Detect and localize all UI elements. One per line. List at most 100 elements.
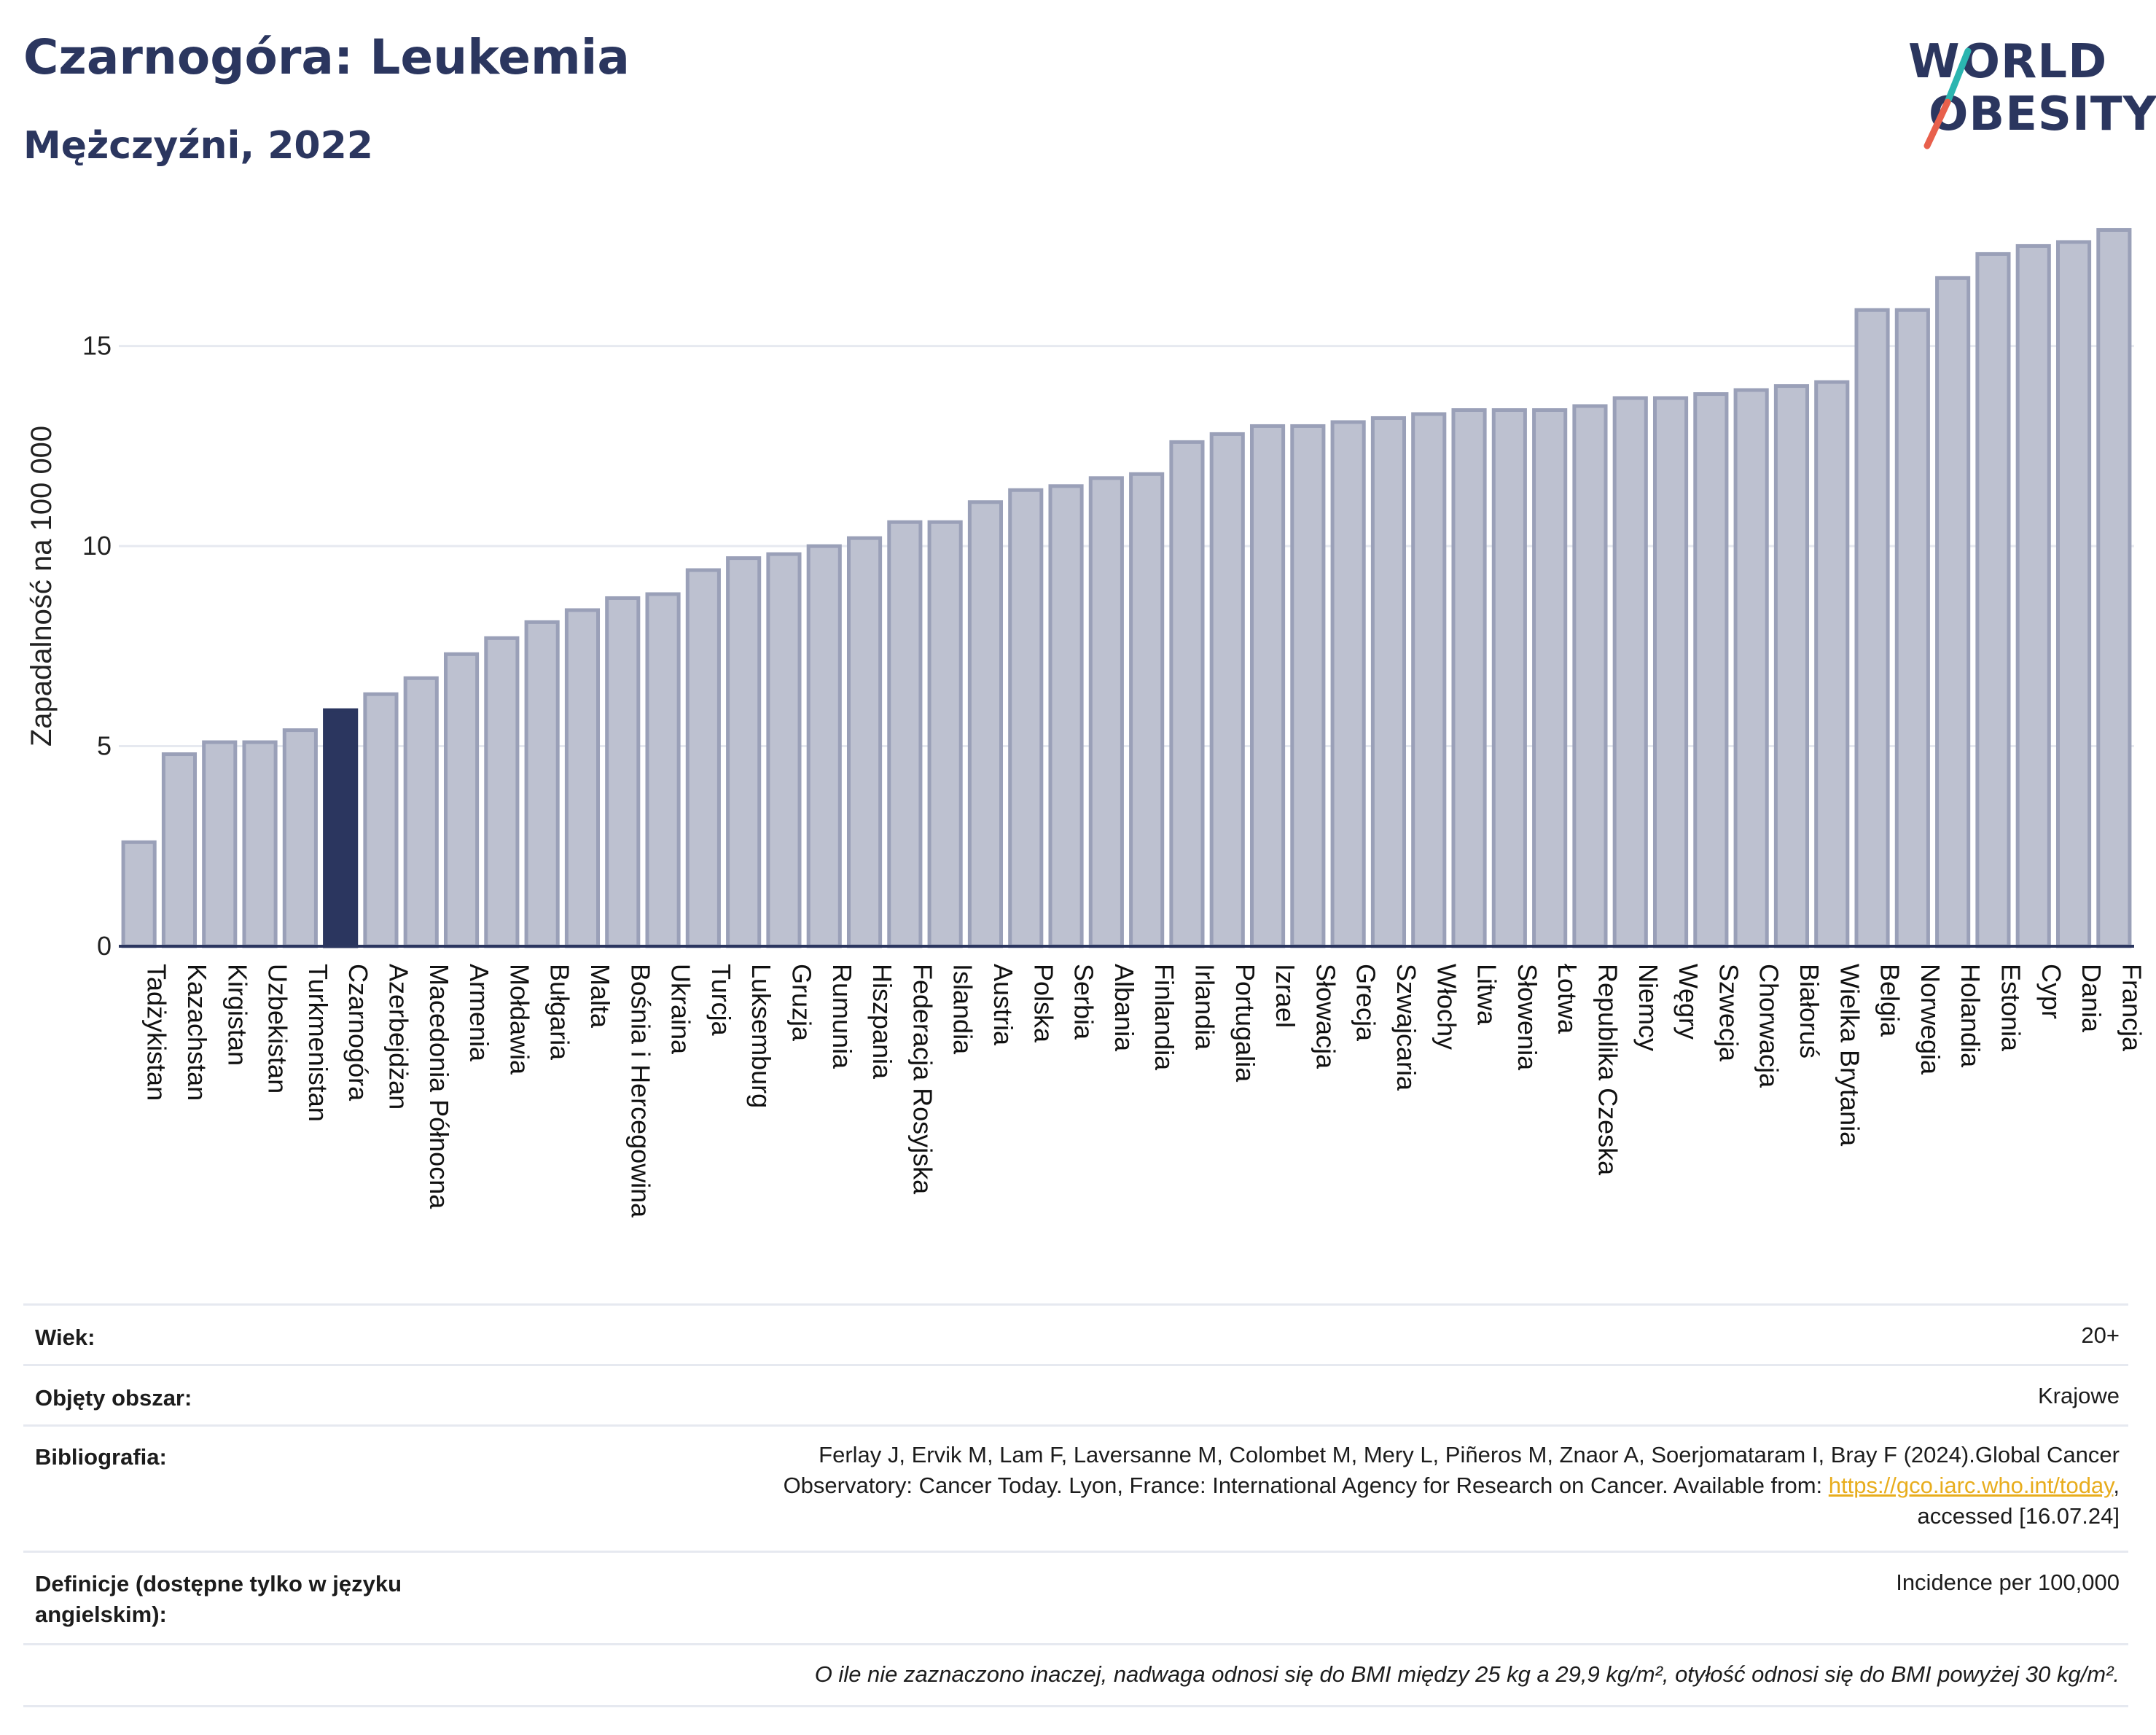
x-tick-label: Uzbekistan [263, 964, 293, 1093]
bar-2 [202, 740, 238, 948]
x-tick-label: Finlandia [1149, 964, 1179, 1071]
bar-32 [1411, 412, 1447, 948]
bibliography-link[interactable]: https://gco.iarc.who.int/today [1828, 1473, 2114, 1498]
bar-9 [484, 636, 520, 948]
x-tick-label: Francja [2117, 964, 2147, 1052]
bar-14 [685, 568, 721, 948]
x-tick-label: Kirgistan [222, 964, 252, 1066]
x-tick-label: Serbia [1069, 964, 1099, 1040]
bar-30 [1330, 420, 1366, 948]
bar-1 [161, 752, 198, 948]
x-tick-label: Republika Czeska [1593, 964, 1622, 1176]
bar-22 [1008, 488, 1044, 948]
x-tick-label: Armenia [464, 964, 494, 1062]
bibliography-value: Ferlay J, Ervik M, Lam F, Laversanne M, … [784, 1440, 2120, 1532]
x-tick-label: Albania [1109, 964, 1139, 1052]
y-tick-label: 0 [97, 931, 112, 961]
x-tick-label: Słowacja [1311, 964, 1340, 1069]
y-tick-label: 5 [97, 731, 112, 761]
bar-23 [1048, 484, 1084, 948]
bibliography-line-2-text: Observatory: Cancer Today. Lyon, France:… [783, 1473, 1829, 1498]
logo-word-world: WORLD [1908, 35, 2108, 89]
bar-47 [2015, 243, 2051, 948]
x-tick-label: Izrael [1270, 964, 1300, 1028]
x-tick-label: Holandia [1956, 964, 1985, 1068]
bar-17 [806, 544, 842, 948]
bar-12 [605, 596, 641, 948]
x-tick-label: Wielka Brytania [1835, 964, 1864, 1147]
bar-11 [564, 608, 601, 948]
bar-48 [2055, 240, 2092, 948]
x-tick-label: Luksemburg [746, 964, 776, 1108]
bar-29 [1290, 424, 1326, 948]
x-tick-label: Turcja [706, 964, 736, 1037]
bibliography-label: Bibliografia: [35, 1444, 167, 1470]
x-tick-label: Polska [1028, 964, 1058, 1043]
y-axis-title: Zapadalność na 100 000 [26, 426, 58, 746]
bar-21 [967, 500, 1004, 948]
x-tick-label: Federacja Rosyjska [907, 964, 937, 1195]
x-tick-label: Białoruś [1794, 964, 1824, 1058]
info-row-age: Wiek: 20+ [23, 1303, 2128, 1364]
x-tick-label: Islandia [948, 964, 978, 1055]
bar-39 [1693, 392, 1729, 948]
bar-42 [1814, 380, 1850, 948]
definitions-label-line-1: Definicje (dostępne tylko w języku [35, 1571, 402, 1596]
bar-33 [1451, 408, 1487, 948]
bar-8 [443, 652, 480, 948]
bibliography-line-2: Observatory: Cancer Today. Lyon, France:… [784, 1470, 2120, 1501]
bar-40 [1733, 388, 1769, 948]
bar-25 [1129, 472, 1165, 948]
x-tick-label: Czarnogóra [343, 964, 373, 1102]
info-row-note: O ile nie zaznaczono inaczej, nadwaga od… [23, 1643, 2128, 1707]
bibliography-line-2-end: , [2113, 1473, 2120, 1498]
bar-7 [403, 676, 439, 948]
bar-38 [1652, 396, 1689, 948]
info-row-area: Objęty obszar: Krajowe [23, 1364, 2128, 1424]
x-tick-label: Bośnia i Hercegowina [625, 964, 655, 1218]
x-tick-label: Szwecja [1714, 964, 1743, 1062]
bibliography-line-1: Ferlay J, Ervik M, Lam F, Laversanne M, … [819, 1442, 2120, 1467]
age-label: Wiek: [35, 1325, 95, 1350]
x-tick-label: Ukraina [666, 964, 696, 1055]
bar-26 [1169, 440, 1205, 948]
chart-title: Czarnogóra: Leukemia [23, 29, 630, 85]
x-tick-label: Irlandia [1190, 964, 1219, 1050]
x-tick-label: Dania [2077, 964, 2106, 1033]
bar-36 [1572, 404, 1608, 948]
x-tick-label: Rumunia [827, 964, 857, 1069]
x-tick-label: Kazachstan [182, 964, 212, 1101]
bar-chart: 0 5 10 15 Zapadalność na 100 000 Tadżykistan K… [26, 227, 2147, 1218]
bar-6 [363, 692, 399, 948]
definitions-label-line-2: angielskim): [35, 1602, 167, 1627]
x-tick-label: Niemcy [1633, 964, 1663, 1051]
x-tick-label: Gruzja [786, 964, 816, 1042]
bar-18 [846, 536, 883, 948]
x-tick-label: Estonia [1996, 964, 2026, 1052]
bar-15 [726, 556, 762, 948]
x-tick-label: Tadżykistan [142, 964, 172, 1101]
bar-highlight-5 [323, 708, 359, 948]
bar-45 [1935, 276, 1971, 948]
x-tick-label: Malta [585, 964, 615, 1029]
x-tick-label: Hiszpania [867, 964, 897, 1080]
x-tick-label: Szwajcaria [1391, 964, 1421, 1091]
info-table: Wiek: 20+ Objęty obszar: Krajowe Bibliog… [23, 1303, 2128, 1707]
x-tick-label: Węgry [1673, 964, 1703, 1040]
logo-slash-icon [1923, 47, 1972, 149]
bar-27 [1209, 432, 1245, 948]
x-tick-label: Portugalia [1230, 964, 1260, 1083]
bibliography-line-3: accessed [16.07.24] [1917, 1503, 2120, 1529]
logo-word-obesity: OBESITY [1929, 87, 2156, 141]
definitions-value: Incidence per 100,000 [1896, 1570, 2120, 1595]
age-value: 20+ [2081, 1322, 2120, 1348]
bar-44 [1894, 308, 1930, 948]
bar-4 [282, 728, 318, 948]
info-row-bibliography: Bibliografia: Ferlay J, Ervik M, Lam F, … [23, 1424, 2128, 1551]
x-tick-label: Austria [988, 964, 1018, 1046]
x-tick-label: Chorwacja [1754, 964, 1784, 1088]
world-obesity-logo: WORLD OBESITY [1895, 29, 2156, 153]
bar-46 [1975, 252, 2011, 948]
y-tick-label: 10 [82, 531, 112, 561]
chart-subtitle: Mężczyźni, 2022 [23, 124, 373, 168]
